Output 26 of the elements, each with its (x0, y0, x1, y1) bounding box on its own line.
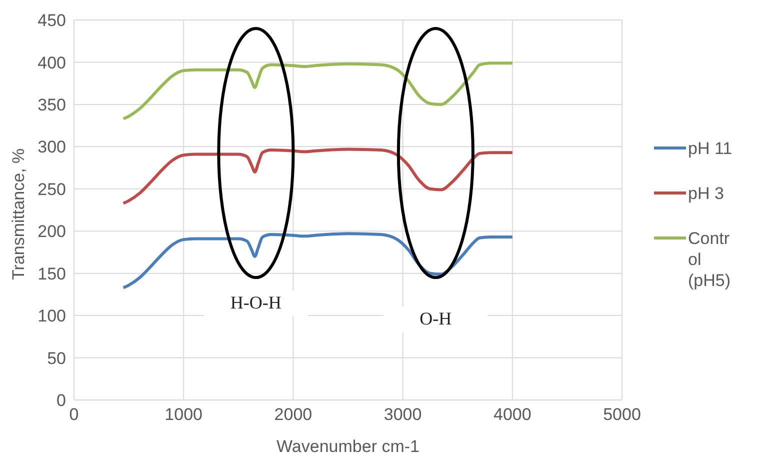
line-series (122, 62, 514, 120)
y-tick-label: 400 (38, 53, 66, 72)
y-tick-label: 450 (38, 11, 66, 30)
y-tick-label: 350 (38, 95, 66, 114)
y-axis-title: Transmittance, % (9, 148, 28, 280)
line-series (122, 148, 514, 205)
y-tick-label: 300 (38, 138, 66, 157)
legend-label: Control (pH5) (688, 228, 732, 291)
y-tick-label: 100 (38, 306, 66, 326)
x-tick-label: 3000 (384, 405, 422, 424)
legend-label: pH 11 (688, 138, 734, 159)
line-series (122, 232, 514, 290)
y-tick-label: 200 (38, 222, 66, 242)
y-tick-label: 50 (47, 348, 66, 368)
y-tick-label: 150 (38, 264, 66, 284)
legend-label: pH 3 (688, 183, 725, 204)
x-tick-label: 1000 (164, 405, 203, 424)
x-axis-title: Wavenumber cm-1 (276, 437, 420, 456)
x-tick-label: 4000 (493, 405, 532, 424)
y-tick-label: 250 (38, 180, 66, 199)
annotation: H-O-H (230, 292, 282, 313)
y-tick-label: 0 (56, 391, 66, 410)
x-tick-label: 2000 (274, 405, 312, 424)
annotation: O-H (420, 308, 452, 329)
x-tick-label: 0 (69, 405, 79, 424)
x-tick-label: 5000 (603, 405, 641, 424)
